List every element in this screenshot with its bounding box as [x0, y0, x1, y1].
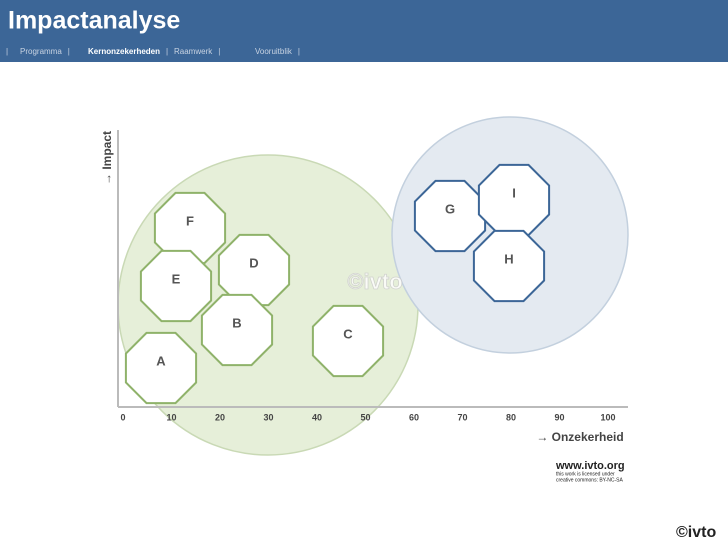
node-label: H	[504, 251, 513, 266]
watermark: ©ivto	[347, 269, 402, 294]
node-label: B	[232, 315, 241, 330]
x-tick-label: 0	[120, 412, 125, 422]
node-label: I	[512, 185, 516, 200]
nav-item: Vooruitblik	[255, 47, 293, 56]
nav-item: Kernonzekerheden	[88, 47, 160, 56]
nodes: F D E B C A G I H	[124, 163, 551, 405]
node-label: C	[343, 326, 353, 341]
node-shape	[472, 229, 546, 303]
x-axis-label: → Onzekerheid	[536, 430, 623, 444]
x-tick-label: 100	[600, 412, 615, 422]
node-label: F	[186, 213, 194, 228]
nav-separator: |	[68, 47, 70, 56]
nav-item: Raamwerk	[174, 47, 213, 56]
x-ticks: 0 10 20 30 40 50 60 70 80 90 100	[120, 412, 615, 422]
x-tick-label: 60	[409, 412, 419, 422]
node-shape	[139, 249, 213, 323]
x-tick-label: 30	[263, 412, 273, 422]
node-shape	[200, 293, 274, 367]
nav-separator: |	[166, 47, 168, 56]
footer-license: creative commons: BY-NC-SA	[556, 477, 623, 483]
node-label: A	[156, 353, 166, 368]
node-shape	[311, 304, 385, 378]
x-tick-label: 90	[554, 412, 564, 422]
x-tick-label: 70	[457, 412, 467, 422]
x-tick-label: 40	[312, 412, 322, 422]
x-tick-label: 10	[166, 412, 176, 422]
node-label: E	[172, 271, 181, 286]
nav-item: Programma	[20, 47, 62, 56]
footer-logo: ©ivto	[676, 524, 716, 541]
nav-separator: |	[6, 47, 8, 56]
nav-separator: |	[298, 47, 300, 56]
node-label: G	[445, 201, 455, 216]
nav: | Programma | Kernonzekerheden | Raamwerk | Voo…	[6, 47, 300, 56]
footer-license: this work is licensed under	[556, 471, 615, 477]
node-label: D	[249, 255, 258, 270]
nav-separator: |	[218, 47, 220, 56]
header-bar	[0, 0, 728, 62]
node-shape	[124, 331, 198, 405]
x-tick-label: 20	[215, 412, 225, 422]
x-tick-label: 80	[506, 412, 516, 422]
title: Impactanalyse	[8, 7, 180, 35]
footer-url: www.ivto.org	[555, 460, 625, 472]
x-tick-label: 50	[360, 412, 370, 422]
y-axis-label: → Impact	[100, 131, 114, 185]
